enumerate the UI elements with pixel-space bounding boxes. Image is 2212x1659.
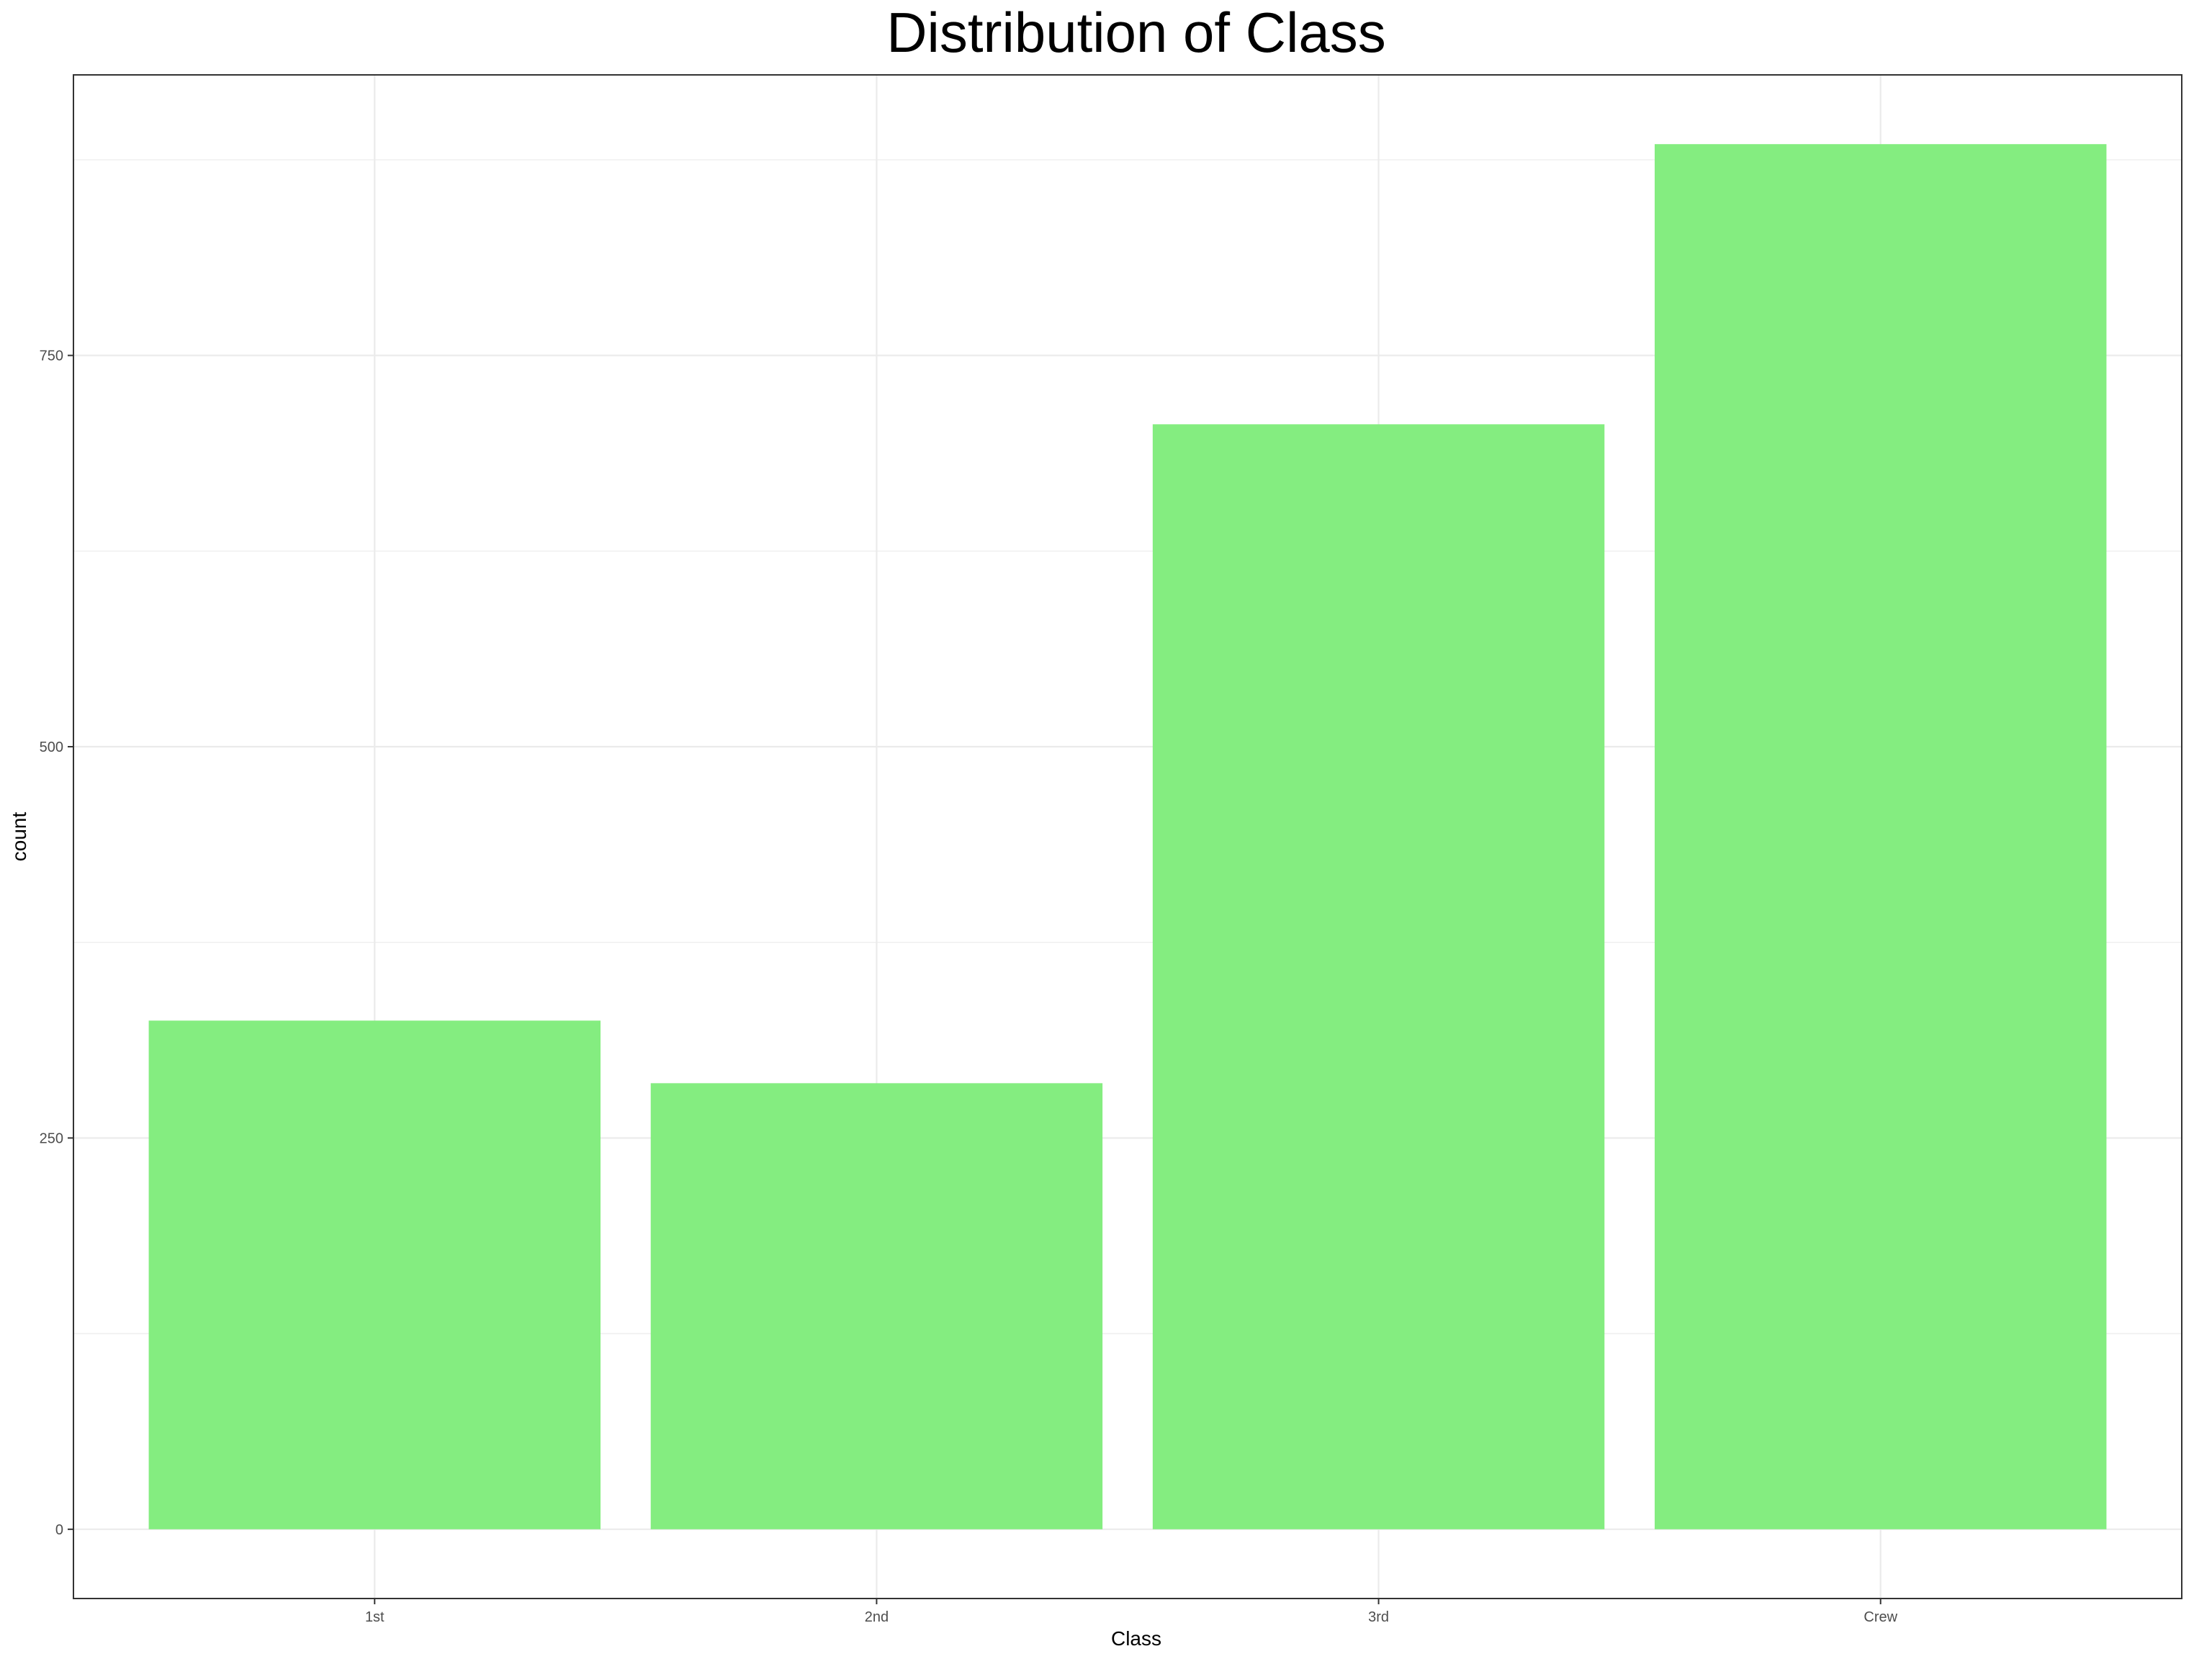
y-tick-label: 750 <box>40 349 63 364</box>
x-axis: 1st 2nd 3rd Crew <box>365 1599 1898 1625</box>
bar-3rd <box>1152 424 1605 1529</box>
bar-2nd <box>650 1083 1103 1529</box>
chart-title: Distribution of Class <box>886 1 1386 64</box>
x-tick-label: 2nd <box>865 1609 889 1625</box>
y-tick-label: 500 <box>40 739 63 755</box>
y-tick-label: 250 <box>40 1130 63 1146</box>
bar-crew <box>1655 144 2107 1529</box>
y-tick-label: 0 <box>55 1522 63 1538</box>
bar-1st <box>148 1020 601 1529</box>
x-tick-label: 3rd <box>1368 1609 1389 1625</box>
y-axis-title: count <box>8 812 30 862</box>
y-axis: 0 250 500 750 <box>40 349 73 1538</box>
x-tick-label: 1st <box>365 1609 385 1625</box>
x-tick-label: Crew <box>1863 1609 1897 1625</box>
panel-border <box>73 74 2182 1599</box>
bars <box>148 144 2107 1529</box>
x-axis-title: Class <box>1111 1627 1161 1650</box>
